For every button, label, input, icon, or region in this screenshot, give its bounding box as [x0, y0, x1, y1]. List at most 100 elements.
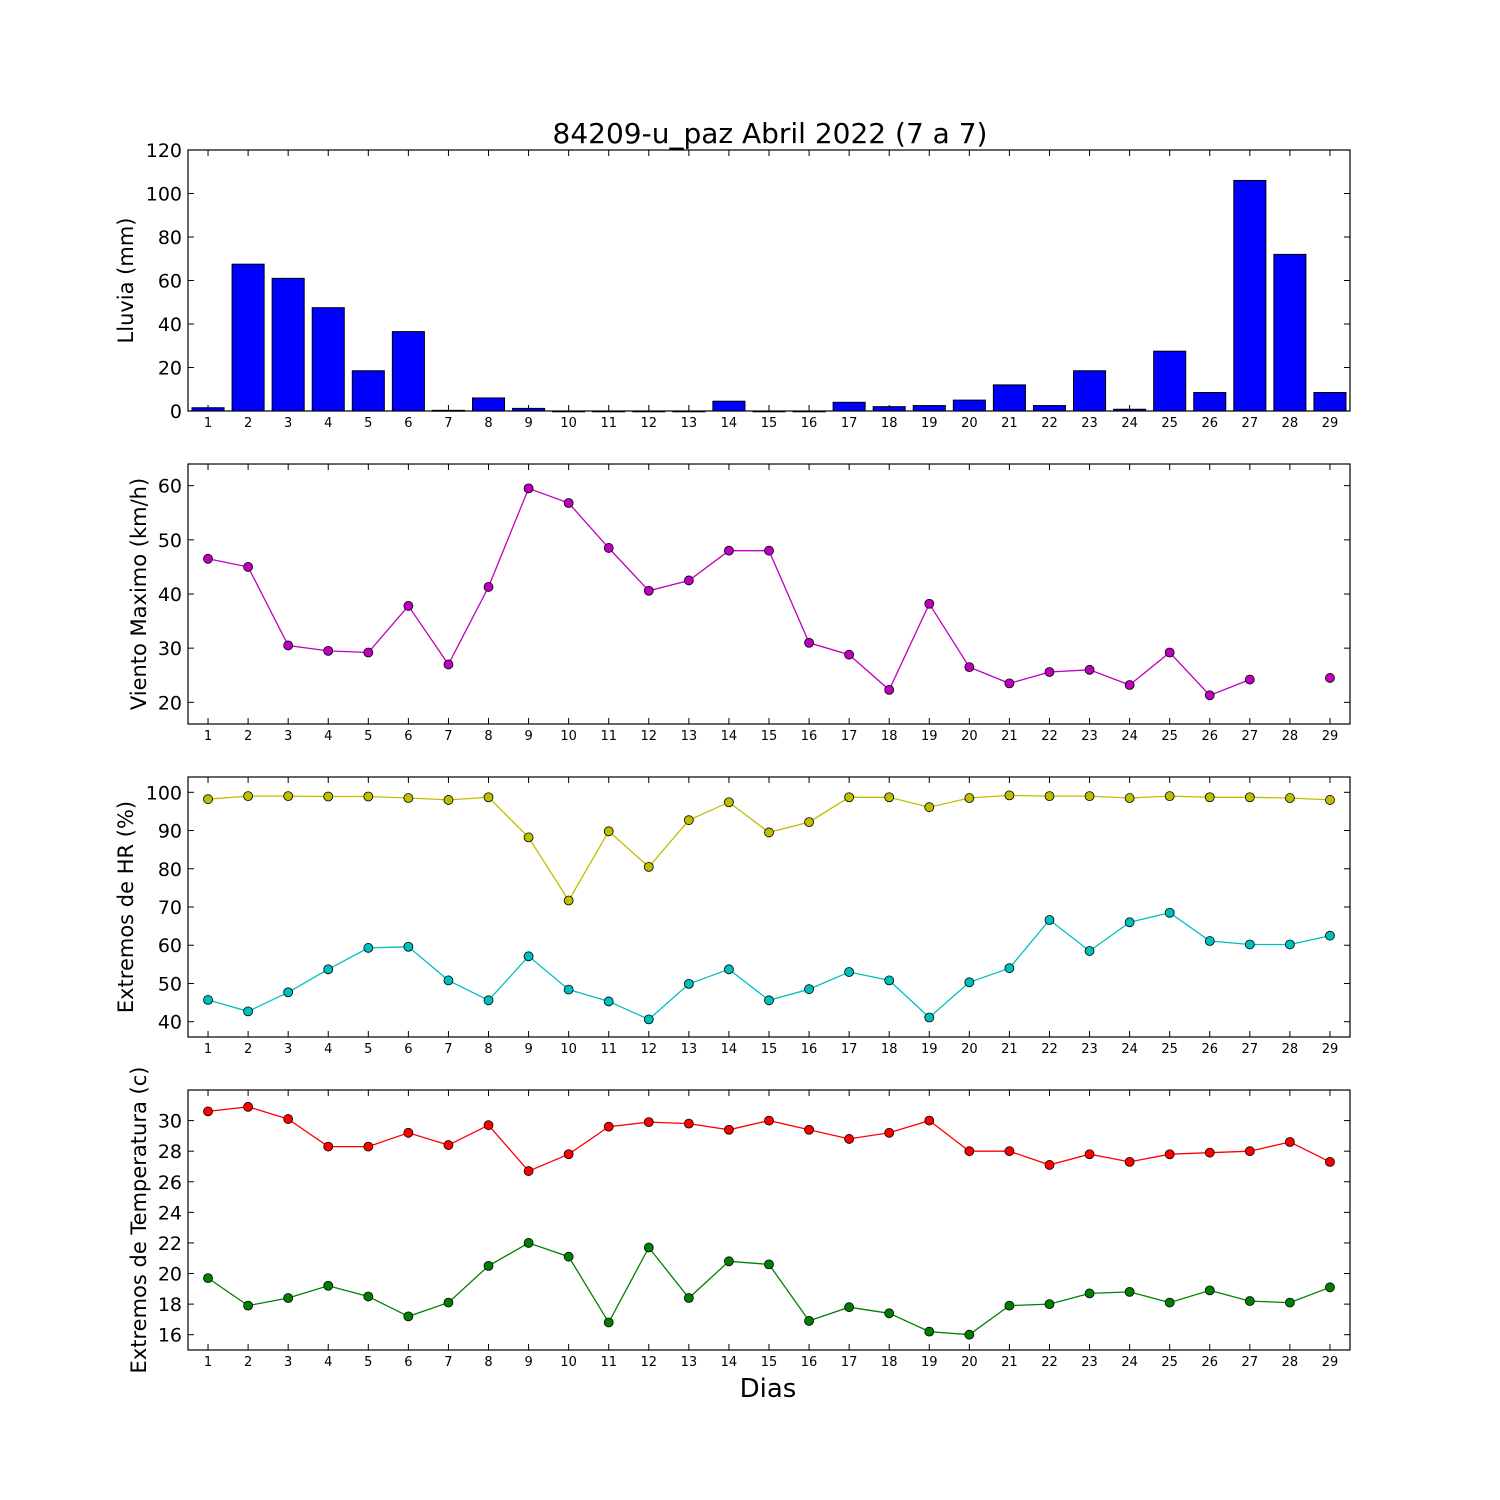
y-tick-label: 80: [158, 859, 182, 881]
series-point-0: [1044, 791, 1055, 802]
x-tick-label: 20: [961, 1355, 978, 1370]
series-point-0: [1204, 1147, 1215, 1158]
series-point-0: [1164, 1149, 1175, 1160]
series-point-1: [323, 1280, 334, 1291]
y-axis-label: Extremos de HR (%): [114, 801, 138, 1013]
series-point-1: [1044, 915, 1055, 925]
x-tick-label: 11: [600, 1355, 617, 1370]
x-tick-label: 7: [444, 1042, 452, 1057]
series-point-0: [844, 792, 855, 803]
plot-frame: [187, 149, 1351, 412]
x-tick-label: 23: [1081, 1355, 1098, 1370]
series-point-0: [483, 792, 494, 803]
series-point-1: [1084, 946, 1095, 956]
x-tick-label: 6: [404, 1042, 412, 1057]
series-point-0: [1004, 1146, 1015, 1157]
x-tick-label: 12: [641, 1042, 658, 1057]
series-point-0: [924, 802, 935, 813]
series-point-0: [443, 795, 454, 805]
series-point-1: [764, 995, 774, 1006]
x-tick-label: 19: [921, 416, 938, 431]
series-point-1: [1044, 1299, 1055, 1310]
x-tick-label: 3: [284, 729, 292, 744]
series-point-1: [363, 1291, 374, 1302]
x-tick-label: 10: [560, 416, 577, 431]
x-tick-label: 11: [600, 416, 617, 431]
series-point-1: [683, 978, 694, 989]
x-tick-label: 24: [1121, 1042, 1138, 1057]
series-point-0: [563, 1149, 574, 1160]
x-tick-label: 9: [524, 1355, 532, 1370]
series-point-0: [724, 1124, 734, 1135]
x-tick-label: 5: [364, 416, 372, 431]
series-point-0: [1084, 664, 1095, 675]
series-point-1: [563, 984, 574, 995]
series-point-0: [964, 793, 975, 803]
x-tick-label: 21: [1001, 1355, 1018, 1370]
y-tick-label: 60: [158, 935, 182, 957]
y-tick-label: 50: [158, 973, 182, 995]
series-point-0: [283, 1114, 294, 1124]
series-point-0: [1124, 1156, 1135, 1167]
series-point-1: [483, 995, 494, 1006]
series-point-0: [603, 543, 614, 553]
x-tick-label: 27: [1242, 729, 1259, 744]
x-tick-label: 4: [324, 1042, 332, 1057]
rain-bar: [351, 370, 385, 412]
y-tick-label: 120: [146, 140, 182, 162]
x-tick-label: 22: [1041, 729, 1058, 744]
x-tick-label: 18: [881, 729, 898, 744]
series-point-1: [844, 1302, 855, 1313]
x-tick-label: 6: [404, 416, 412, 431]
x-tick-label: 1: [204, 729, 212, 744]
series-point-0: [643, 585, 654, 596]
x-tick-label: 5: [364, 1042, 372, 1057]
y-tick-label: 60: [158, 476, 182, 498]
series-point-1: [924, 1012, 935, 1023]
y-tick-label: 50: [158, 530, 182, 552]
series-point-0: [764, 827, 774, 838]
series-point-0: [643, 1117, 654, 1128]
series-point-0: [563, 498, 574, 508]
series-point-1: [1164, 1297, 1175, 1308]
x-tick-label: 7: [444, 416, 452, 431]
series-point-0: [203, 794, 213, 805]
x-tick-label: 9: [524, 1042, 532, 1057]
series-point-0: [1164, 647, 1175, 658]
series-point-0: [1325, 795, 1335, 805]
rain-bar: [471, 397, 506, 412]
x-tick-label: 23: [1081, 1042, 1098, 1057]
series-point-0: [884, 684, 895, 695]
series-point-0: [844, 1134, 855, 1144]
x-tick-label: 15: [761, 1042, 778, 1057]
series-point-0: [884, 792, 895, 803]
series-point-0: [924, 1115, 935, 1126]
series-point-0: [924, 598, 935, 609]
rain-bar: [231, 263, 265, 412]
x-tick-label: 29: [1322, 1355, 1339, 1370]
y-tick-label: 100: [146, 782, 182, 804]
series-point-1: [283, 1293, 294, 1303]
series-point-1: [764, 1259, 774, 1270]
x-tick-label: 27: [1242, 416, 1259, 431]
series-point-0: [764, 1115, 774, 1126]
series-point-1: [403, 941, 414, 952]
x-tick-label: 26: [1201, 1042, 1218, 1057]
rain-bar: [391, 331, 425, 412]
x-tick-label: 20: [961, 1042, 978, 1057]
x-tick-label: 17: [841, 1042, 858, 1057]
x-tick-label: 19: [921, 1355, 938, 1370]
series-point-1: [683, 1293, 694, 1303]
rain-bar: [1193, 392, 1227, 412]
x-tick-label: 14: [721, 1042, 738, 1057]
x-tick-label: 16: [801, 1355, 818, 1370]
x-tick-label: 24: [1121, 729, 1138, 744]
series-point-1: [523, 1238, 534, 1248]
x-tick-label: 4: [324, 416, 332, 431]
series-point-1: [924, 1326, 935, 1337]
x-tick-label: 10: [560, 1355, 577, 1370]
y-tick-label: 70: [158, 897, 182, 919]
x-tick-label: 26: [1201, 416, 1218, 431]
x-tick-label: 24: [1121, 416, 1138, 431]
series-point-0: [323, 791, 334, 802]
